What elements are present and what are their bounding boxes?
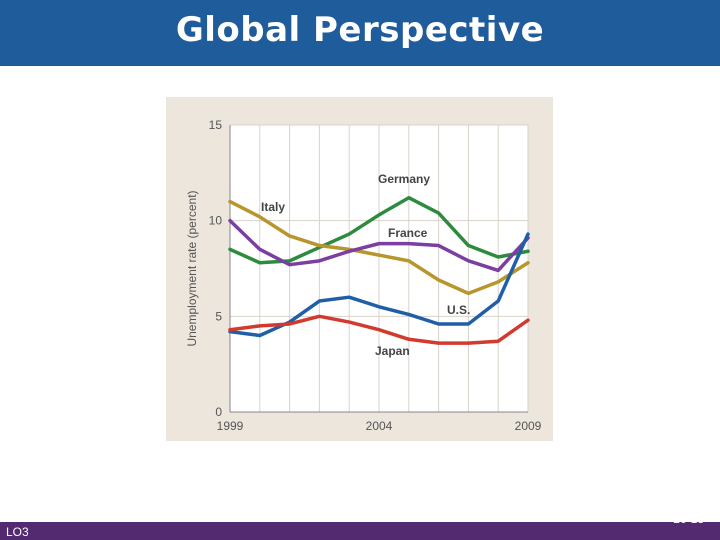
title-bar <box>0 0 720 66</box>
series-line-japan <box>228 314 530 345</box>
x-tick-label: 2009 <box>515 419 542 433</box>
x-tick-label: 1999 <box>217 419 244 433</box>
x-tick-label: 2004 <box>366 419 393 433</box>
slide-title: Global Perspective <box>175 10 545 50</box>
chart-panel: 0 5 10 15 1999 2004 2009 Unemployment rate (per… <box>166 97 553 441</box>
y-tick-label: 10 <box>209 214 223 228</box>
footer-bar <box>0 522 720 540</box>
series-line-france <box>228 218 530 273</box>
unemployment-chart: 0 5 10 15 1999 2004 2009 Unemployment rate (per… <box>185 118 542 433</box>
series-label-italy: Italy <box>261 200 285 214</box>
series-label-us: U.S. <box>447 303 470 317</box>
slide-number: 20-13 <box>673 512 704 526</box>
learning-objective-label: LO3 <box>6 525 29 539</box>
series-line-italy <box>228 199 530 296</box>
y-tick-label: 0 <box>215 405 222 419</box>
y-tick-label: 15 <box>209 118 223 132</box>
y-tick-label: 5 <box>215 309 222 323</box>
series-label-japan: Japan <box>375 344 410 358</box>
series-line-us <box>228 232 530 338</box>
y-axis-label: Unemployment rate (percent) <box>185 190 199 346</box>
series-label-germany: Germany <box>378 172 430 186</box>
series-label-france: France <box>388 226 428 240</box>
